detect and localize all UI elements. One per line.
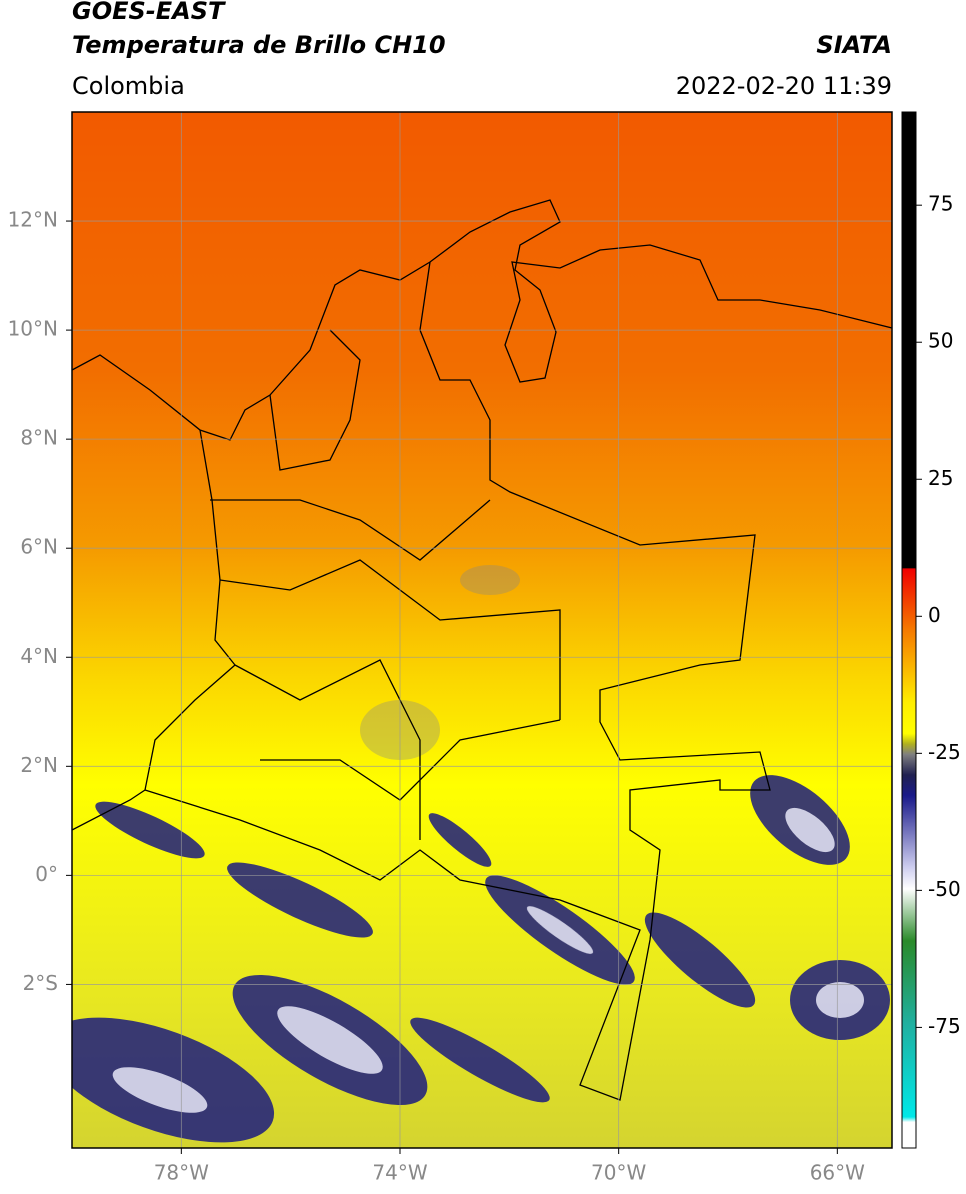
title: GOES-EAST bbox=[72, 0, 226, 25]
y-tick-label: 12°N bbox=[8, 208, 58, 232]
x-tick-label: 74°W bbox=[372, 1161, 427, 1185]
graticule: 78°W 74°W 70°W 66°W 12°N 10°N 8°N 6°N 4°N 2°N 0° 2°… bbox=[8, 112, 892, 1185]
y-tick-label: 8°N bbox=[20, 426, 58, 450]
colorbar-tick-label: 75 bbox=[928, 192, 953, 216]
satellite-image bbox=[72, 112, 892, 1148]
map-frame bbox=[71, 111, 893, 1149]
colorbar-tick-label: -25 bbox=[928, 740, 961, 764]
timestamp: 2022-02-20 11:39 bbox=[676, 72, 892, 100]
source: SIATA bbox=[816, 31, 892, 59]
colorbar-tick-label: 25 bbox=[928, 466, 953, 490]
x-tick-label: 70°W bbox=[591, 1161, 646, 1185]
colorbar-tick-label: 0 bbox=[928, 603, 941, 627]
colorbar-tick-label: -50 bbox=[928, 877, 961, 901]
colorbar-tick-label: -75 bbox=[928, 1014, 961, 1038]
y-tick-label: 10°N bbox=[8, 317, 58, 341]
y-tick-label: 0° bbox=[35, 862, 58, 886]
y-tick-label: 2°S bbox=[23, 971, 58, 995]
y-tick-label: 2°N bbox=[20, 753, 58, 777]
colorbar-ticks: 75 50 25 0 -25 -50 -75 bbox=[916, 192, 961, 1038]
title: Temperatura de Brillo CH10 bbox=[72, 31, 446, 59]
y-tick-label: 4°N bbox=[20, 644, 58, 668]
colorbar bbox=[901, 111, 917, 1149]
y-tick-label: 6°N bbox=[20, 535, 58, 559]
subtitle: Colombia bbox=[72, 72, 185, 100]
x-tick-label: 66°W bbox=[810, 1161, 865, 1185]
colorbar-tick-label: 50 bbox=[928, 329, 953, 353]
x-tick-label: 78°W bbox=[154, 1161, 209, 1185]
